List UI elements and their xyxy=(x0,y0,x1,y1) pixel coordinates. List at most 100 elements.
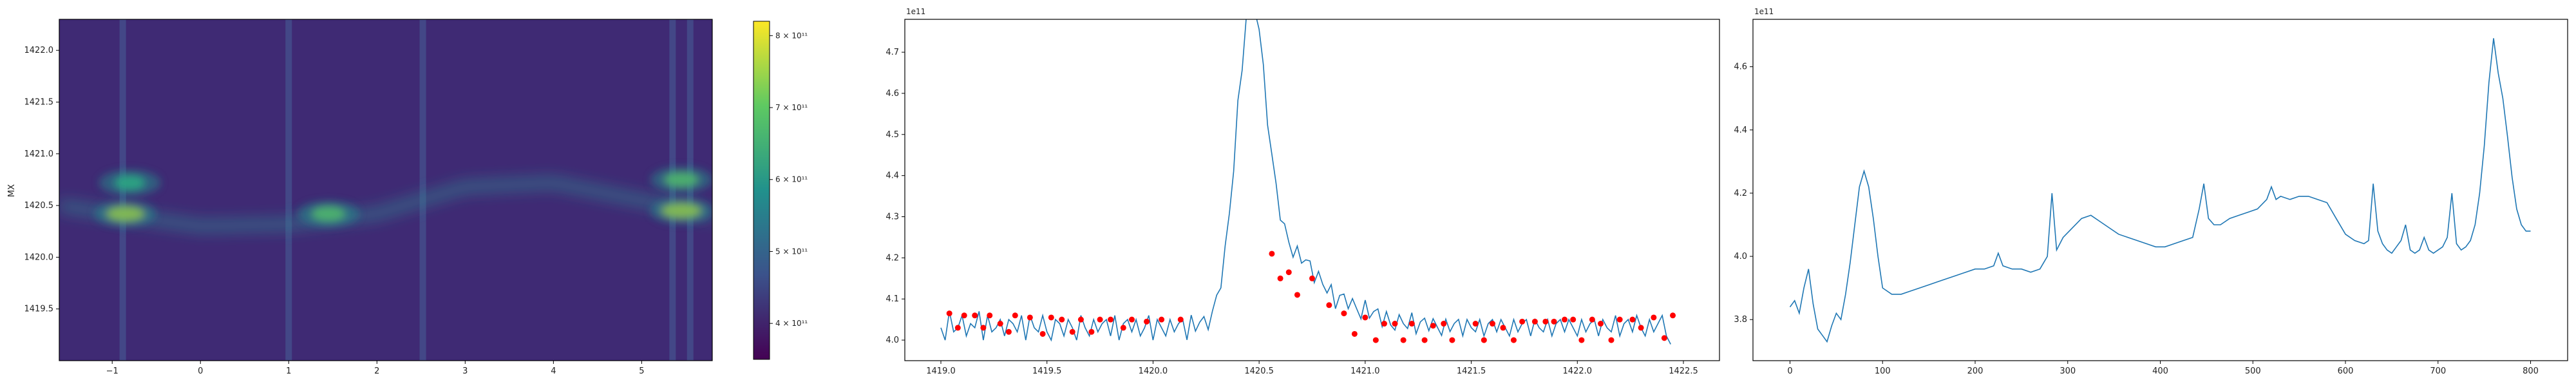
y-tick-label: 4.4 xyxy=(886,171,899,181)
peak-marker xyxy=(1381,321,1388,327)
x-tick-label: 0 xyxy=(198,366,203,376)
peak-marker xyxy=(1088,328,1095,335)
peak-marker xyxy=(1481,337,1487,343)
peak-marker xyxy=(980,325,987,331)
peak-marker xyxy=(1341,310,1347,317)
peak-marker xyxy=(1589,316,1595,323)
peak-marker xyxy=(1144,318,1150,325)
peak-marker xyxy=(1077,316,1084,323)
x-tick-label: 5 xyxy=(639,366,644,376)
heatmap-y-ticks: 1419.5 1420.0 1420.5 1421.0 1421.5 1422.0 xyxy=(24,46,59,314)
peak-marker xyxy=(1269,251,1275,257)
peak-marker xyxy=(1510,337,1517,343)
peak-marker xyxy=(1392,321,1398,327)
peak-marker xyxy=(1608,337,1615,343)
y-tick-label: 4.3 xyxy=(886,213,899,222)
peak-marker xyxy=(1294,292,1300,298)
peak-marker xyxy=(1449,337,1455,343)
heatmap-hotspot-halo xyxy=(297,200,359,227)
heatmap-background xyxy=(59,19,712,361)
colorbar: 4 × 10¹¹ 5 × 10¹¹ 6 × 10¹¹ 7 × 10¹¹ 8 × 10¹¹ xyxy=(753,21,808,360)
peak-marker xyxy=(1027,314,1033,321)
peak-marker xyxy=(1108,316,1114,323)
peak-marker xyxy=(1598,321,1604,327)
peak-marker xyxy=(1430,323,1436,329)
x-tick-label: 600 xyxy=(2338,366,2354,376)
series-line xyxy=(940,19,1671,345)
x-tick-label: 1419.0 xyxy=(926,366,956,376)
heatmap-frame xyxy=(59,19,713,361)
y-tick-label: 1419.5 xyxy=(24,305,54,314)
y-tick-label: 4.4 xyxy=(1734,126,1747,135)
x-tick-label: 400 xyxy=(2152,366,2168,376)
y-tick-label: 4.5 xyxy=(886,130,899,140)
peak-markers xyxy=(946,251,1676,343)
peak-marker xyxy=(1400,337,1406,343)
series-line xyxy=(1789,38,2531,343)
peak-marker xyxy=(1578,337,1585,343)
x-tick-label: 500 xyxy=(2245,366,2261,376)
x-tick-label: −1 xyxy=(106,366,118,376)
heatmap-image xyxy=(59,19,712,361)
x-tick-label: 3 xyxy=(462,366,468,376)
peak-marker xyxy=(1408,321,1415,327)
peak-marker xyxy=(1012,312,1018,319)
x-ticks: 1419.0 1419.5 1420.0 1420.5 1421.0 1421.5 1422… xyxy=(926,361,1698,376)
peak-marker xyxy=(1519,318,1526,325)
peak-marker xyxy=(1616,316,1623,323)
line-panel-peaks: 1419.0 1419.5 1420.0 1420.5 1421.0 1421.5 1422… xyxy=(886,7,1720,376)
y-ticks: 3.8 4.0 4.2 4.4 4.6 xyxy=(1734,62,1753,325)
heatmap-x-ticks: −1 0 1 2 3 4 5 xyxy=(106,361,645,376)
peak-marker xyxy=(1069,328,1075,335)
peak-marker xyxy=(1048,314,1054,321)
y-ticks: 4.0 4.1 4.2 4.3 4.4 4.5 4.6 4.7 xyxy=(886,48,905,345)
x-tick-label: 1422.5 xyxy=(1669,366,1698,376)
x-tick-label: 1419.5 xyxy=(1032,366,1062,376)
peak-marker xyxy=(997,321,1003,327)
peak-marker xyxy=(1128,316,1135,323)
x-tick-label: 1421.5 xyxy=(1457,366,1486,376)
plot-frame xyxy=(904,19,1720,361)
x-tick-label: 1420.5 xyxy=(1244,366,1274,376)
x-tick-label: 300 xyxy=(2060,366,2076,376)
x-tick-label: 4 xyxy=(551,366,556,376)
heatmap-stripe xyxy=(419,19,426,361)
x-tick-label: 1 xyxy=(286,366,291,376)
x-tick-label: 1421.0 xyxy=(1350,366,1380,376)
x-tick-label: 800 xyxy=(2523,366,2539,376)
peak-marker xyxy=(1490,321,1496,327)
y-tick-label: 4.6 xyxy=(1734,62,1747,72)
y-tick-label: 4.2 xyxy=(886,253,899,263)
y-tick-label: 1421.0 xyxy=(24,149,54,159)
colorbar-tick-label: 5 × 10¹¹ xyxy=(775,247,808,256)
plot-background xyxy=(905,19,1719,361)
y-tick-label: 4.6 xyxy=(886,89,899,99)
x-ticks: 0 100 200 300 400 500 600 700 800 xyxy=(1787,361,2539,376)
peak-marker xyxy=(1562,316,1568,323)
peak-marker xyxy=(1500,325,1506,331)
peak-marker xyxy=(1570,316,1577,323)
heatmap-y-axis-label: MX xyxy=(7,184,17,197)
peak-marker xyxy=(987,312,993,319)
peak-marker xyxy=(946,310,952,317)
y-tick-label: 4.0 xyxy=(886,336,899,345)
x-tick-label: 2 xyxy=(374,366,379,376)
peak-marker xyxy=(1309,275,1315,281)
heatmap-panel: −1 0 1 2 3 4 5 1419.51420.01420.51421.01421.51… xyxy=(7,19,713,376)
peak-marker xyxy=(1159,316,1165,323)
peak-marker xyxy=(1285,269,1292,276)
heatmap-hotspot-halo xyxy=(650,198,712,224)
heatmap-hotspot-halo xyxy=(99,169,161,196)
peak-marker xyxy=(1120,325,1126,331)
colorbar-tick-label: 8 × 10¹¹ xyxy=(775,31,808,40)
plot-background xyxy=(1753,19,2568,361)
peak-marker xyxy=(972,312,978,319)
peak-marker xyxy=(1531,318,1538,325)
heatmap-stripe xyxy=(285,19,292,361)
peak-marker xyxy=(1005,328,1012,335)
y-tick-label: 4.7 xyxy=(886,48,899,57)
y-offset-text: 1e11 xyxy=(1754,7,1774,16)
peak-marker xyxy=(1661,335,1667,341)
heatmap-hotspot-halo xyxy=(94,200,156,227)
